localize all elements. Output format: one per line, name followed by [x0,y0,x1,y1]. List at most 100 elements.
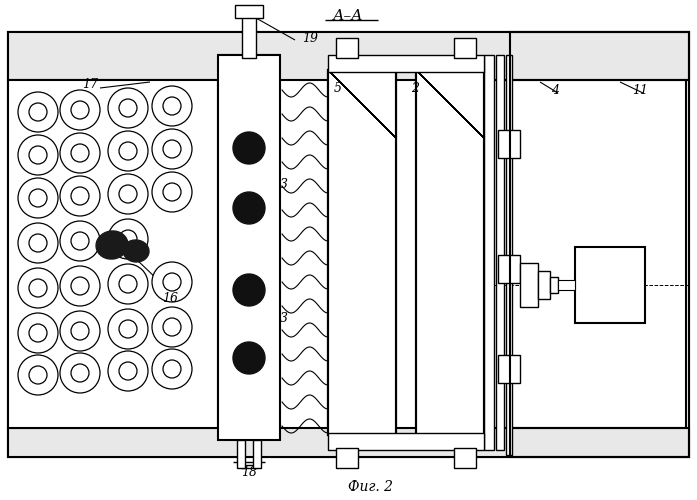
Bar [416,70,484,435]
Circle shape [60,266,100,306]
Bar [496,55,504,450]
Bar [328,433,484,450]
Bar [558,280,575,290]
Circle shape [152,86,192,126]
Bar [498,355,520,383]
Circle shape [60,133,100,173]
Bar [328,70,396,435]
Text: 11: 11 [632,84,648,96]
Circle shape [18,268,58,308]
Bar [253,440,261,468]
Circle shape [60,221,100,261]
Circle shape [119,185,137,203]
Text: 17: 17 [82,78,98,92]
Circle shape [108,219,148,259]
Circle shape [152,172,192,212]
Circle shape [29,234,47,252]
Circle shape [71,322,89,340]
Circle shape [152,129,192,169]
Bar [575,247,645,323]
Circle shape [18,178,58,218]
Bar [8,32,689,80]
Text: 4: 4 [551,84,559,96]
Circle shape [108,351,148,391]
Bar [336,38,358,58]
Circle shape [119,230,137,248]
Bar [498,130,520,158]
Text: 16: 16 [162,292,178,304]
Bar [484,55,494,450]
Bar [498,255,520,283]
Circle shape [163,273,181,291]
Text: 2: 2 [411,82,419,94]
Circle shape [108,174,148,214]
Bar [328,70,396,435]
Text: А–А: А–А [332,9,363,23]
Circle shape [108,88,148,128]
Bar [416,70,484,435]
Circle shape [60,90,100,130]
Text: 5: 5 [334,82,342,94]
Bar [520,263,538,307]
Circle shape [71,187,89,205]
Circle shape [71,144,89,162]
Bar [8,428,689,457]
Circle shape [71,101,89,119]
Bar [328,70,396,435]
Circle shape [119,99,137,117]
Circle shape [108,309,148,349]
Bar [486,80,686,428]
Circle shape [29,279,47,297]
Circle shape [29,324,47,342]
Circle shape [29,103,47,121]
Text: 19: 19 [302,32,318,44]
Circle shape [119,362,137,380]
Bar [328,55,484,72]
Ellipse shape [96,231,128,259]
Circle shape [163,97,181,115]
Bar [486,80,686,428]
Circle shape [29,189,47,207]
Bar [237,440,245,468]
Circle shape [233,132,265,164]
Circle shape [60,311,100,351]
Circle shape [152,349,192,389]
Text: 13: 13 [272,312,288,324]
Circle shape [18,92,58,132]
Bar [510,32,689,457]
Circle shape [119,142,137,160]
Circle shape [60,353,100,393]
Bar [510,32,689,457]
Circle shape [233,274,265,306]
Circle shape [18,355,58,395]
Circle shape [233,192,265,224]
Bar [336,448,358,468]
Bar [242,15,256,58]
Circle shape [152,262,192,302]
Circle shape [60,176,100,216]
Circle shape [233,342,265,374]
Circle shape [29,366,47,384]
Circle shape [29,146,47,164]
Circle shape [163,360,181,378]
Bar [8,80,218,428]
Bar [550,277,558,293]
Circle shape [71,364,89,382]
Circle shape [163,318,181,336]
Text: 14: 14 [162,276,178,288]
Circle shape [163,140,181,158]
Circle shape [71,277,89,295]
Circle shape [108,264,148,304]
Circle shape [18,313,58,353]
Text: 13: 13 [272,178,288,192]
Bar [506,55,512,455]
Bar [538,271,550,299]
Ellipse shape [123,240,149,262]
Text: Фиг. 2: Фиг. 2 [348,480,392,494]
Circle shape [119,275,137,293]
Circle shape [152,307,192,347]
Circle shape [18,223,58,263]
Bar [454,38,476,58]
Bar [454,448,476,468]
Circle shape [71,232,89,250]
